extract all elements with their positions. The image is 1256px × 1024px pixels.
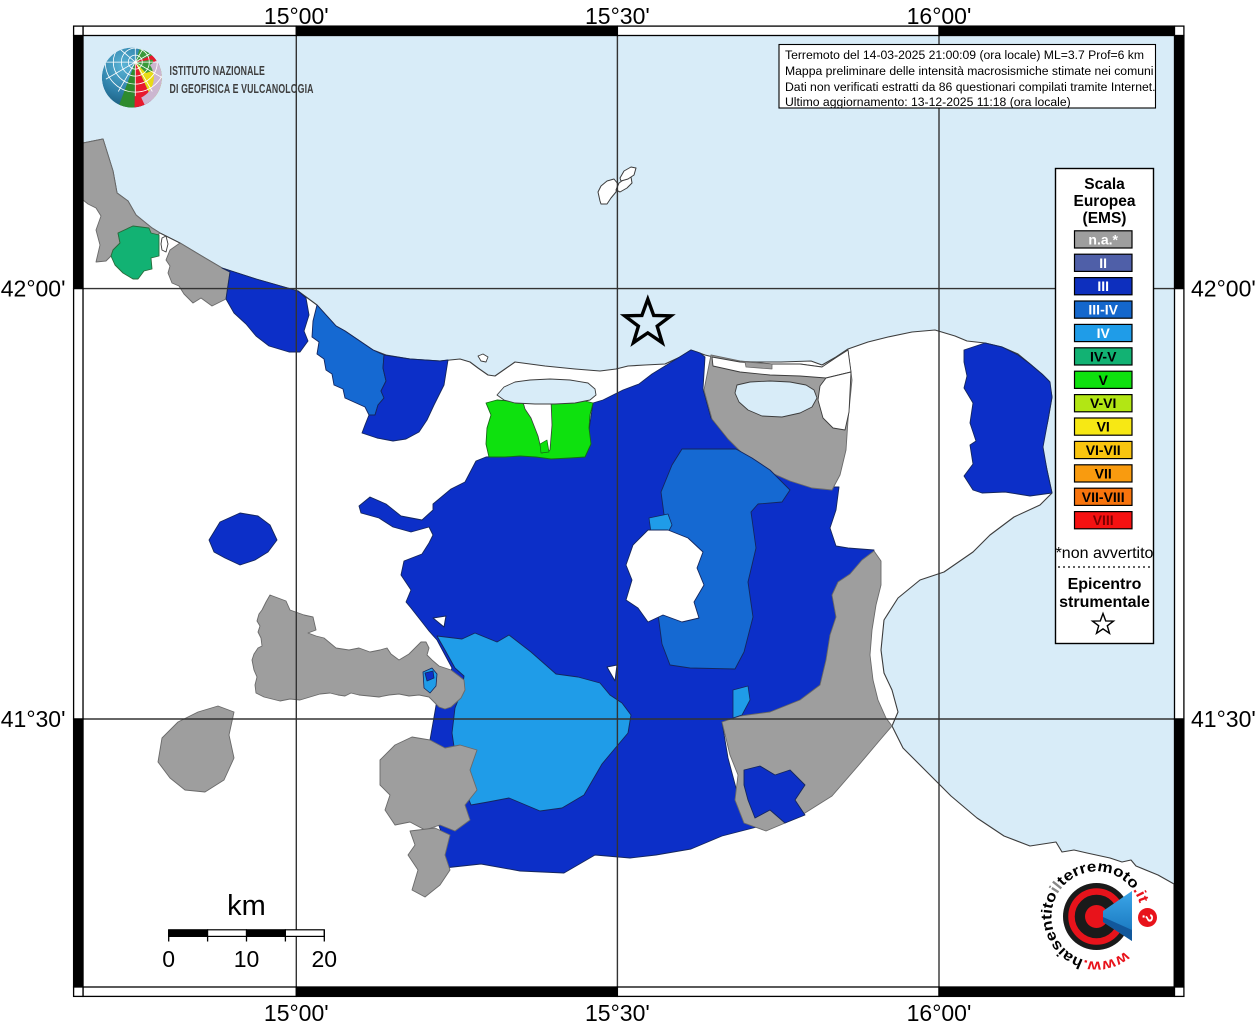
svg-text:IV-V: IV-V bbox=[1090, 348, 1117, 364]
svg-text:Dati non verificati estratti d: Dati non verificati estratti da 86 quest… bbox=[785, 80, 1156, 94]
svg-text:15°00': 15°00' bbox=[264, 3, 329, 29]
svg-text:VII-VIII: VII-VIII bbox=[1082, 489, 1125, 505]
svg-text:42°00': 42°00' bbox=[1, 276, 66, 302]
svg-text:15°00': 15°00' bbox=[264, 1000, 329, 1024]
svg-text:km: km bbox=[227, 890, 266, 922]
svg-text:10: 10 bbox=[234, 946, 260, 972]
svg-text:?: ? bbox=[1138, 911, 1156, 923]
svg-text:0: 0 bbox=[162, 946, 175, 972]
svg-text:Europea: Europea bbox=[1073, 193, 1135, 210]
svg-text:20: 20 bbox=[312, 946, 338, 972]
svg-text:V: V bbox=[1099, 372, 1109, 388]
svg-text:VI-VII: VI-VII bbox=[1086, 442, 1121, 458]
svg-text:ISTITUTO NAZIONALE: ISTITUTO NAZIONALE bbox=[170, 65, 265, 79]
svg-text:16°00': 16°00' bbox=[907, 3, 972, 29]
svg-text:15°30': 15°30' bbox=[585, 1000, 650, 1024]
svg-text:Mappa preliminare delle intens: Mappa preliminare delle intensità macros… bbox=[785, 64, 1154, 78]
svg-text:15°30': 15°30' bbox=[585, 3, 650, 29]
svg-text:*non avvertito: *non avvertito bbox=[1056, 545, 1154, 562]
svg-text:41°30': 41°30' bbox=[1, 706, 66, 732]
svg-text:II: II bbox=[1099, 255, 1107, 271]
svg-text:(EMS): (EMS) bbox=[1083, 210, 1127, 227]
svg-text:Epicentro: Epicentro bbox=[1068, 576, 1142, 593]
svg-text:VIII: VIII bbox=[1093, 512, 1114, 528]
svg-text:n.a.*: n.a.* bbox=[1088, 231, 1118, 247]
svg-text:III: III bbox=[1097, 278, 1109, 294]
svg-text:Ultimo aggiornamento: 13-12-20: Ultimo aggiornamento: 13-12-2025 11:18 (… bbox=[785, 95, 1071, 109]
svg-text:VII: VII bbox=[1095, 465, 1112, 481]
svg-text:41°30': 41°30' bbox=[1191, 706, 1256, 732]
svg-text:V-VI: V-VI bbox=[1090, 395, 1116, 411]
svg-text:VI: VI bbox=[1097, 419, 1110, 435]
svg-text:42°00': 42°00' bbox=[1191, 276, 1256, 302]
svg-text:strumentale: strumentale bbox=[1059, 594, 1150, 611]
svg-text:III-IV: III-IV bbox=[1088, 302, 1118, 318]
svg-text:DI GEOFISICA E VULCANOLOGIA: DI GEOFISICA E VULCANOLOGIA bbox=[170, 83, 314, 97]
svg-text:Terremoto del 14-03-2025 21:00: Terremoto del 14-03-2025 21:00:09 (ora l… bbox=[785, 48, 1144, 62]
svg-text:16°00': 16°00' bbox=[907, 1000, 972, 1024]
svg-text:Scala: Scala bbox=[1084, 176, 1125, 193]
svg-text:IV: IV bbox=[1097, 325, 1111, 341]
